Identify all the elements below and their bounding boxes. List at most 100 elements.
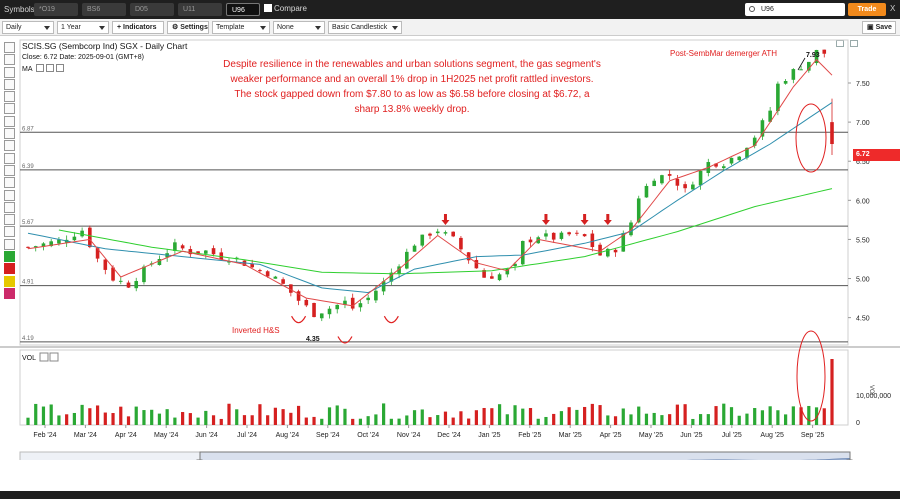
- arc-tool-icon[interactable]: [4, 177, 15, 189]
- trade-button[interactable]: Trade: [848, 3, 886, 16]
- range-select[interactable]: 1 Year: [57, 21, 109, 34]
- template-select[interactable]: Template: [212, 21, 270, 34]
- up-arrow-tool-icon[interactable]: [4, 251, 15, 263]
- candle-body: [760, 120, 765, 137]
- candle-body: [134, 281, 139, 289]
- range-value: 1 Year: [61, 24, 81, 31]
- symbol-search-input[interactable]: U96: [745, 3, 845, 16]
- text-tool-icon[interactable]: [4, 238, 15, 250]
- volume-bar: [188, 413, 192, 425]
- close-date-line: Close: 6.72 Date: 2025-09-01 (GMT+8): [22, 54, 144, 61]
- volume-bar: [722, 403, 726, 425]
- volume-zero-label: 0: [856, 420, 860, 427]
- close-icon[interactable]: X: [890, 4, 896, 13]
- indicators-button[interactable]: + Indicators: [112, 21, 164, 34]
- line-tool-icon[interactable]: [4, 66, 15, 78]
- ma-settings-icon[interactable]: [36, 64, 45, 72]
- symbol-tab-2[interactable]: BS6: [82, 3, 126, 16]
- volume-bar: [389, 418, 393, 425]
- eraser-tool-icon[interactable]: [4, 287, 15, 299]
- time-tick-label: Nov '24: [397, 432, 421, 439]
- horizontal-levels: 6.87 6.39 5.67 4.91 4.19: [20, 126, 848, 343]
- candle-body: [258, 270, 262, 272]
- candle-body: [350, 297, 355, 309]
- compare-toggle[interactable]: Compare: [264, 4, 307, 13]
- symbol-tab-active[interactable]: U96: [226, 3, 260, 16]
- volume-bar: [644, 413, 649, 425]
- pitchfork-tool-icon[interactable]: [4, 189, 15, 201]
- volume-bar: [134, 406, 138, 425]
- price-tick-label: 6.50: [856, 159, 870, 166]
- volume-bar: [103, 412, 107, 425]
- price-axis: 7.50 7.00 6.50 6.00 5.50 5.00 4.50: [848, 81, 870, 323]
- volume-bar: [575, 409, 579, 425]
- volume-bar: [497, 404, 502, 425]
- candle-type-select[interactable]: Basic Candlestick: [328, 21, 402, 34]
- candle-body: [745, 147, 749, 158]
- ma-gear-icon[interactable]: [46, 64, 55, 72]
- crosshair-tool-icon[interactable]: [4, 42, 15, 53]
- vertical-line-tool-icon[interactable]: [4, 115, 15, 127]
- candle-body: [466, 252, 471, 261]
- candle-body: [204, 250, 208, 254]
- candle-body: [559, 232, 564, 239]
- candle-body: [126, 282, 131, 288]
- time-axis: Feb '24 Mar '24 Apr '24 May '24 Jun '24 Jul '…: [33, 425, 824, 439]
- volume-bar: [637, 406, 641, 425]
- volume-bar: [729, 407, 734, 425]
- ellipse-tool-icon[interactable]: [4, 164, 15, 176]
- save-label: Save: [875, 24, 892, 31]
- spiral-tool-icon[interactable]: [4, 226, 15, 238]
- overlay-select[interactable]: None: [273, 21, 325, 34]
- save-button[interactable]: ▣ Save: [862, 21, 896, 34]
- candle-body: [528, 239, 533, 243]
- cycle-tool-icon[interactable]: [4, 214, 15, 226]
- volume-bar: [459, 411, 463, 425]
- volume-bar: [683, 404, 687, 425]
- fullscreen-icon[interactable]: [850, 40, 858, 47]
- symbol-tab-4[interactable]: U11: [178, 3, 222, 16]
- gann-tool-icon[interactable]: [4, 201, 15, 213]
- volume-bar: [273, 407, 277, 425]
- time-tick-label: Aug '24: [276, 432, 300, 439]
- time-tick-label: May '24: [154, 432, 178, 439]
- pencil-tool-icon[interactable]: [4, 275, 15, 287]
- trendline-tool-icon[interactable]: [4, 91, 15, 103]
- interval-select[interactable]: Daily: [2, 21, 54, 34]
- channel-tool-icon[interactable]: [4, 128, 15, 140]
- volume-bar: [296, 405, 301, 425]
- symbols-label: Symbols:: [4, 5, 37, 14]
- volume-bar: [49, 404, 53, 425]
- ray-tool-icon[interactable]: [4, 78, 15, 90]
- symbol-tab-3[interactable]: D05: [130, 3, 174, 16]
- candle-body: [691, 184, 695, 190]
- down-arrow-shaft: [544, 214, 548, 220]
- fibonacci-tool-icon[interactable]: [4, 140, 15, 152]
- volume-bar: [807, 405, 811, 425]
- price-tick-label: 5.00: [856, 277, 870, 284]
- volume-bar: [428, 417, 432, 425]
- volume-bar: [157, 413, 162, 425]
- volume-bar: [822, 408, 826, 425]
- ma-close-icon[interactable]: [56, 64, 65, 72]
- last-price-tag: 6.72: [853, 149, 900, 161]
- volume-bar: [304, 417, 308, 425]
- settings-button[interactable]: ⚙ Settings: [167, 21, 209, 34]
- candle-body: [304, 299, 309, 306]
- compare-checkbox[interactable]: [264, 4, 272, 12]
- volume-bar: [698, 414, 703, 425]
- rectangle-tool-icon[interactable]: [4, 152, 15, 164]
- pointer-tool-icon[interactable]: [4, 54, 15, 66]
- horizontal-line-tool-icon[interactable]: [4, 103, 15, 115]
- symbol-tab-1[interactable]: *O19: [34, 3, 78, 16]
- price-chart[interactable]: 6.87 6.39 5.67 4.91 4.19 7.50 7.00 6.50 6.00 5.5…: [0, 0, 900, 460]
- volume-bar: [791, 406, 795, 425]
- down-arrow-tool-icon[interactable]: [4, 263, 15, 275]
- ihs-label: Inverted H&S: [232, 326, 280, 335]
- volume-bar: [490, 408, 494, 425]
- volume-bar: [204, 410, 208, 425]
- volume-bar: [482, 407, 486, 425]
- volume-bar: [668, 414, 672, 425]
- volume-bar: [536, 418, 540, 425]
